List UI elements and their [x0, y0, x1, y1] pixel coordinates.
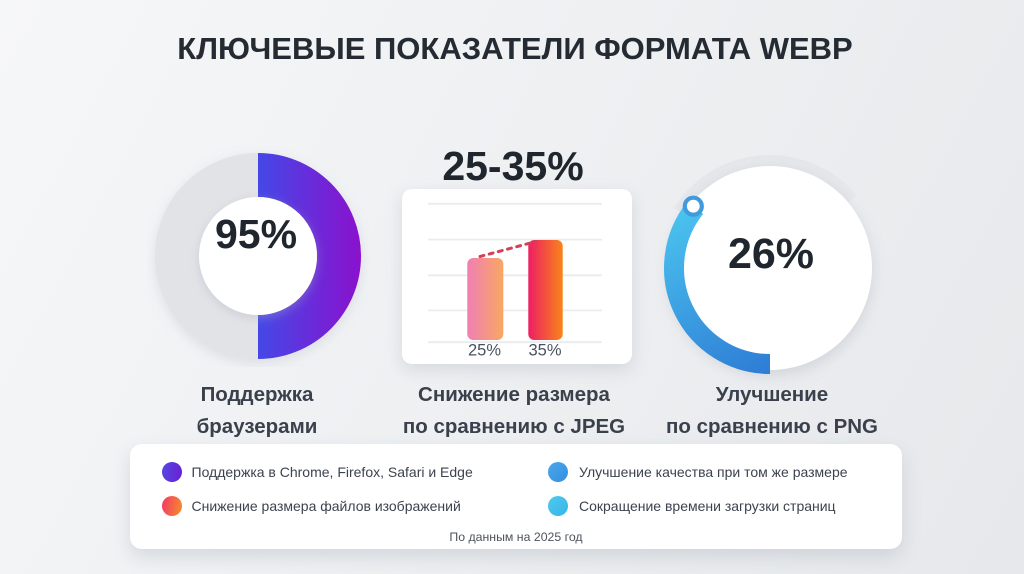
svg-text:25%: 25% [468, 342, 501, 360]
svg-text:35%: 35% [528, 342, 561, 360]
